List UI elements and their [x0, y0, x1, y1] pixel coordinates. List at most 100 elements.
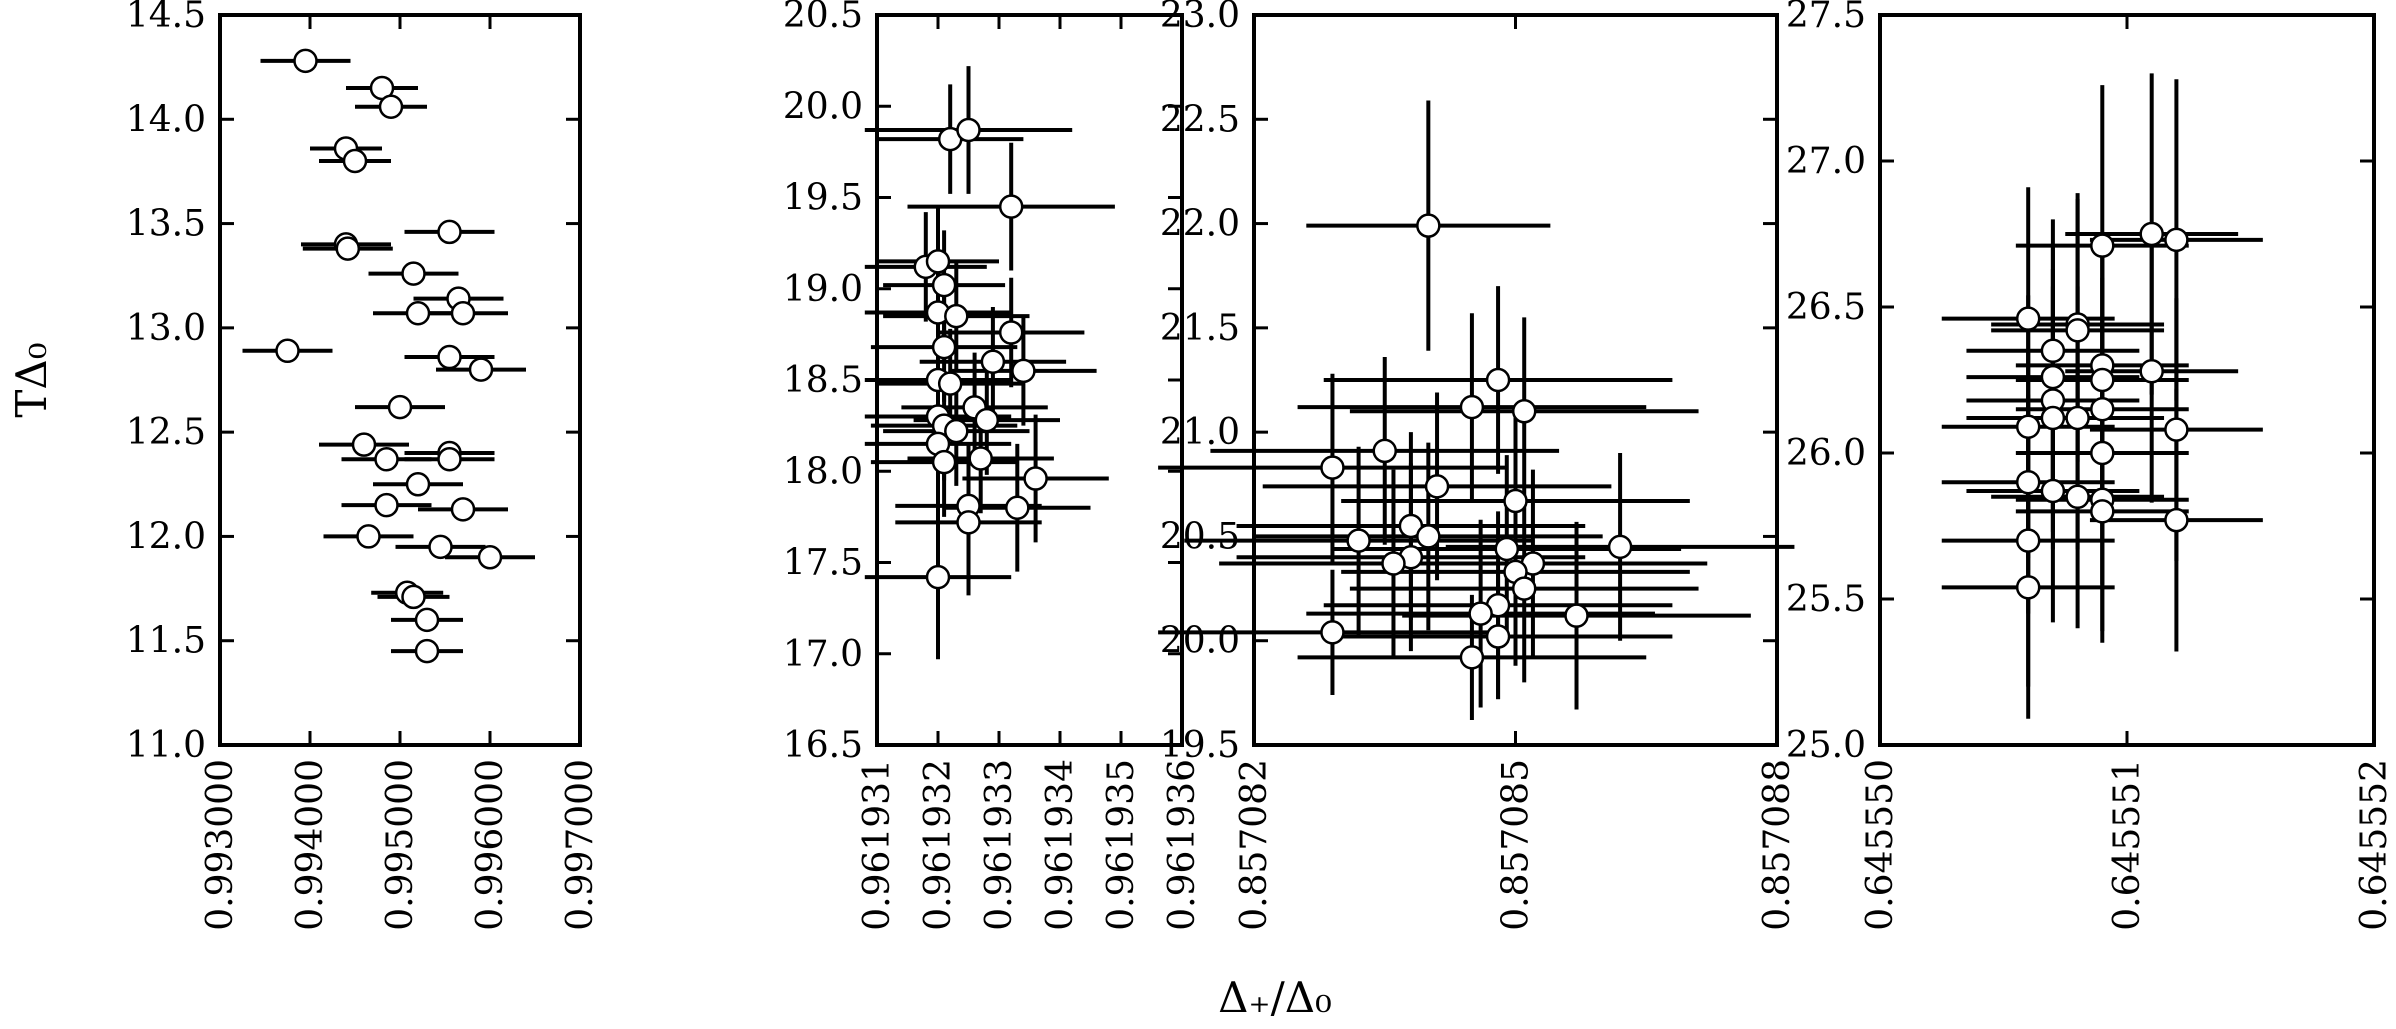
x-tick-label: 0.961936 [1162, 759, 1203, 931]
data-point [468, 357, 494, 382]
y-tick-label: 22.0 [1160, 204, 1240, 245]
data-point [437, 219, 462, 245]
data-point [2139, 221, 2164, 247]
y-tick-label: 17.0 [783, 634, 863, 675]
x-tick-label: 0.996000 [470, 759, 511, 931]
x-tick-label: 0.961931 [857, 759, 898, 931]
data-point [968, 446, 993, 471]
x-tick-label: 0.993000 [200, 759, 241, 931]
data-point [2015, 469, 2041, 495]
data-point [2065, 405, 2090, 431]
data-point [335, 236, 361, 261]
panel-3: 19.5 20.0 20.5 21.0 21.5 22.0 22.5 23.0 0.857082… [1158, 0, 1798, 931]
data-point [2040, 338, 2066, 364]
data-point [1424, 474, 1450, 499]
data-points [864, 66, 1115, 660]
data-point [2015, 575, 2041, 600]
data-point [1607, 534, 1633, 560]
data-point [2040, 364, 2066, 390]
data-point [2139, 358, 2164, 384]
data-point [437, 344, 462, 370]
y-tick-label: 26.0 [1786, 433, 1866, 474]
x-tick-label: 0.645551 [2107, 759, 2148, 931]
data-point [931, 334, 957, 360]
y-tick-label: 20.0 [783, 86, 863, 127]
data-point [1503, 488, 1528, 514]
data-point [428, 534, 453, 560]
data-point [2090, 396, 2115, 422]
data-point [2090, 440, 2115, 466]
data-point [2164, 227, 2189, 253]
data-point [477, 545, 503, 570]
y-tick-label: 21.5 [1160, 308, 1240, 349]
panels: 11.0 11.5 12.0 12.5 13.0 13.5 14.0 14.5 0.993000… [126, 0, 2395, 931]
data-point [1398, 513, 1424, 539]
data-point [2164, 417, 2189, 442]
plot-frame [218, 13, 582, 747]
x-tick-label: 0.961932 [918, 759, 959, 931]
x-axis-title: Δ₊/Δ₀ [1218, 973, 1332, 1022]
data-point [998, 320, 1024, 345]
y-tick-label: 14.5 [126, 0, 206, 36]
panel-1: 11.0 11.5 12.0 12.5 13.0 13.5 14.0 14.5 0.993000… [126, 0, 601, 931]
data-point [414, 607, 440, 633]
data-point [356, 524, 381, 549]
data-point [925, 564, 951, 590]
data-point [1381, 551, 1406, 576]
y-tick-label: 12.0 [126, 516, 206, 557]
data-point [1485, 624, 1511, 649]
x-tick-label: 0.994000 [290, 759, 331, 931]
panel-4: 25.0 25.5 26.0 26.5 27.0 27.5 0.645550 0.645551… [1786, 0, 2395, 931]
data-point [980, 349, 1006, 374]
data-point [2090, 499, 2115, 524]
data-point [275, 338, 300, 364]
data-point [450, 301, 476, 326]
y-tick-label: 13.5 [126, 204, 206, 245]
data-point [401, 584, 426, 610]
y-tick-label: 14.0 [126, 99, 206, 140]
y-tick-label: 17.5 [783, 543, 863, 584]
y-tick-label: 20.0 [1160, 621, 1240, 662]
y-tick-label: 11.0 [126, 725, 206, 766]
y-tick-label: 13.0 [126, 308, 206, 349]
x-tick-label: 0.857085 [1496, 759, 1537, 931]
x-tick-label: 0.961933 [979, 759, 1020, 931]
data-point [351, 432, 377, 457]
y-tick-label: 27.0 [1786, 141, 1866, 182]
data-point [931, 272, 957, 298]
data-point [342, 148, 368, 174]
y-axis-title: TΔ₀ [7, 342, 56, 417]
data-point [378, 94, 404, 120]
y-tick-label: 12.5 [126, 412, 206, 453]
data-point [374, 447, 399, 472]
x-tick-label: 0.857082 [1234, 759, 1275, 931]
data-point [1416, 213, 1441, 238]
x-tick-label: 0.961934 [1040, 759, 1081, 931]
data-point [450, 497, 476, 522]
data-point [2015, 414, 2041, 439]
panel-2: 16.5 17.0 17.5 18.0 18.5 19.0 19.5 20.0 20.5 0.96… [783, 0, 1203, 931]
data-points [242, 48, 535, 664]
data-point [374, 492, 399, 518]
data-point [2090, 233, 2115, 258]
data-point [956, 510, 981, 535]
data-points [1158, 100, 1795, 720]
data-point [1023, 466, 1048, 491]
y-tick-label: 25.5 [1786, 579, 1866, 620]
data-point [1494, 536, 1520, 562]
data-point [1372, 438, 1397, 464]
y-tick-label: 26.5 [1786, 287, 1866, 328]
data-point [925, 249, 951, 274]
data-point [998, 194, 1024, 219]
data-point [387, 394, 413, 420]
data-point [2065, 484, 2090, 510]
data-point [2040, 405, 2066, 431]
data-point [414, 638, 440, 664]
x-tick-label: 0.961935 [1101, 759, 1142, 931]
data-point [1416, 524, 1441, 549]
data-points [1941, 73, 2263, 719]
x-tick-label: 0.857088 [1757, 759, 1798, 931]
data-point [1485, 367, 1511, 393]
data-point [1011, 358, 1036, 384]
data-point [2065, 318, 2090, 343]
